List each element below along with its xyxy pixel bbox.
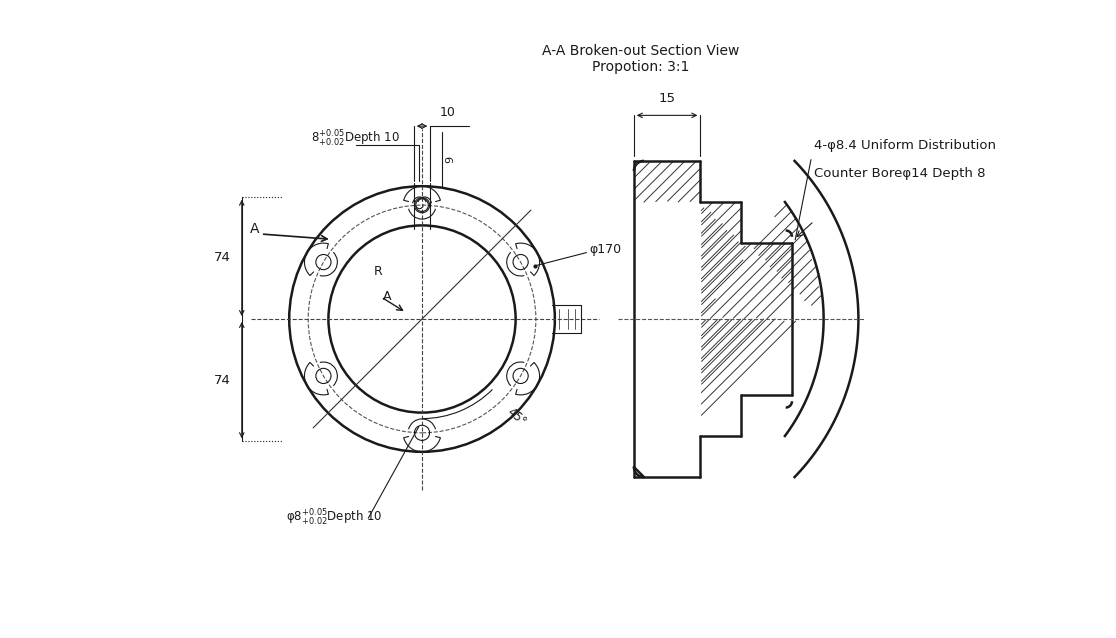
Text: 4-φ8.4 Uniform Distribution: 4-φ8.4 Uniform Distribution [815, 138, 997, 152]
Text: Counter Boreφ14 Depth 8: Counter Boreφ14 Depth 8 [815, 167, 985, 180]
Text: R: R [374, 265, 382, 278]
Text: 74: 74 [213, 251, 230, 264]
Text: 45°: 45° [504, 405, 529, 429]
Text: 9: 9 [445, 156, 455, 163]
Text: A: A [383, 290, 392, 303]
Text: 10: 10 [440, 105, 455, 119]
Text: 74: 74 [213, 374, 230, 387]
Text: A-A Broken-out Section View
Propotion: 3:1: A-A Broken-out Section View Propotion: 3… [541, 44, 739, 74]
Text: φ$8^{+0.05}_{+0.02}$Depth 10: φ$8^{+0.05}_{+0.02}$Depth 10 [286, 508, 383, 528]
Text: A: A [250, 221, 259, 235]
Text: φ170: φ170 [589, 243, 622, 256]
Text: 15: 15 [658, 93, 675, 105]
Text: $8^{+0.05}_{+0.02}$Depth 10: $8^{+0.05}_{+0.02}$Depth 10 [311, 129, 401, 149]
